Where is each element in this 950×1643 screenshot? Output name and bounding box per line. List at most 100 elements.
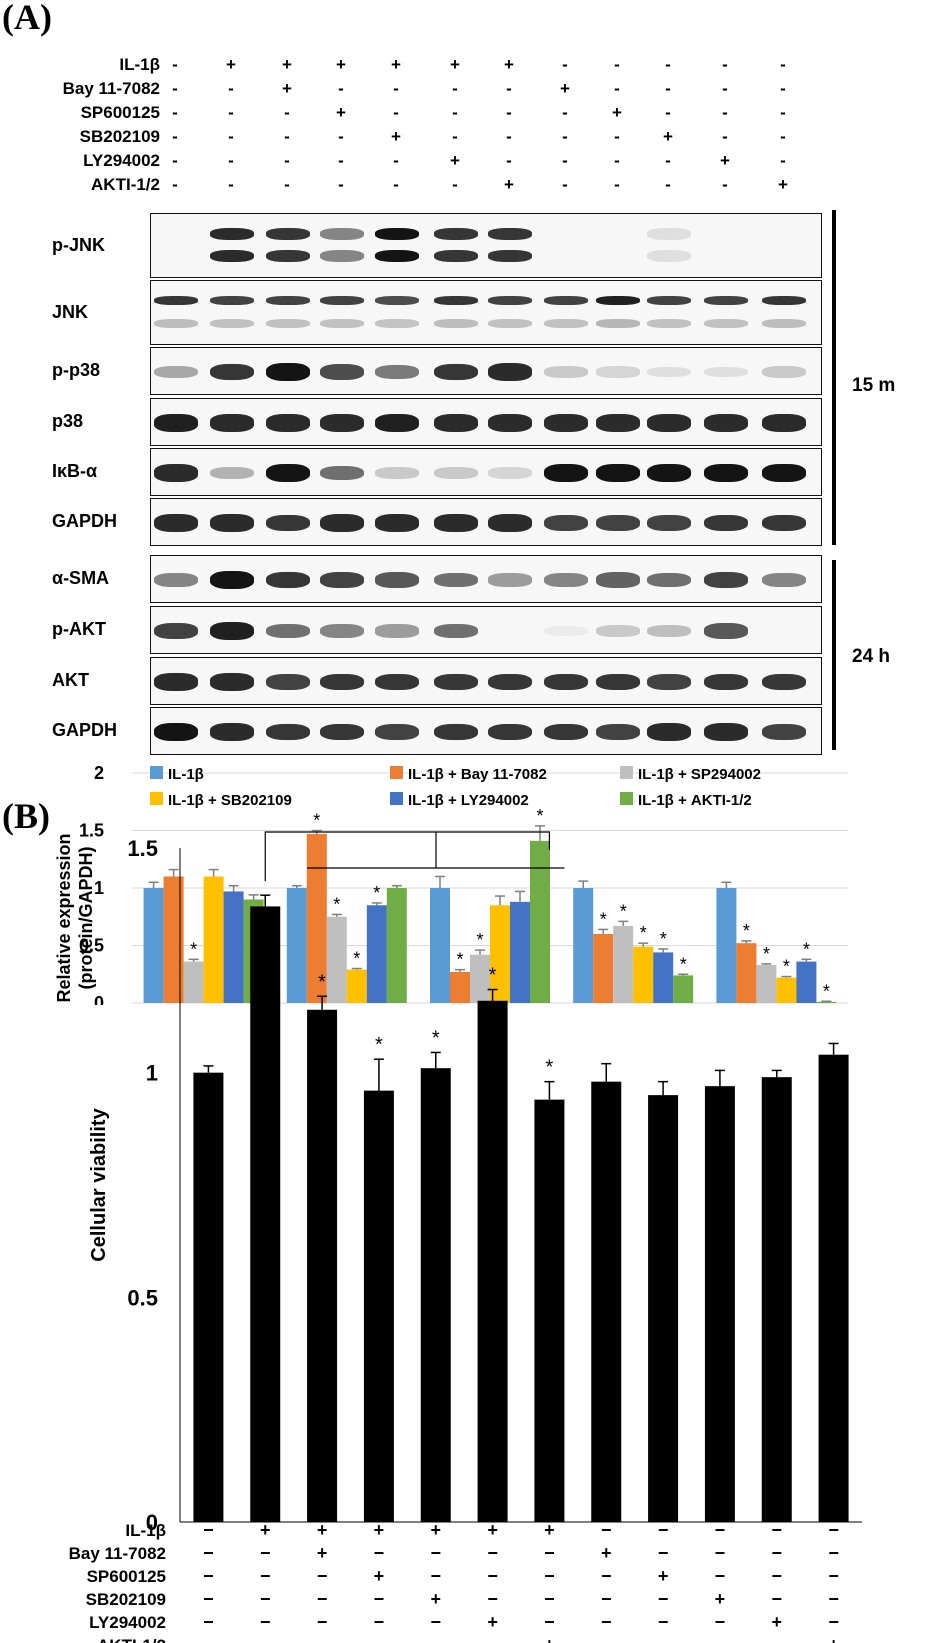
- minus-sign: -: [452, 79, 458, 98]
- minus-sign: -: [172, 103, 178, 122]
- blot-label: GAPDH: [52, 720, 118, 740]
- plus-sign: +: [504, 55, 514, 74]
- minus-sign: -: [338, 151, 344, 170]
- treatment-label: LY294002: [83, 151, 160, 170]
- legend-label: IL-1β + LY294002: [408, 792, 529, 809]
- blot-membrane: [150, 498, 822, 546]
- blot-label: α-SMA: [52, 568, 110, 588]
- blot-band: [647, 625, 691, 637]
- bar: [326, 916, 347, 1003]
- significance-asterisk: *: [680, 954, 687, 974]
- minus-sign: -: [722, 127, 728, 146]
- legend-swatch: [390, 792, 403, 805]
- treatment-label: IL-1β: [119, 55, 160, 74]
- significance-asterisk: *: [803, 939, 810, 959]
- blot-membrane: [150, 606, 822, 654]
- plus-sign: +: [391, 127, 401, 146]
- minus-sign: -: [665, 151, 671, 170]
- blot-band: [266, 464, 310, 482]
- y-axis-label-line: (protein/GAPDH): [76, 847, 96, 990]
- bar: [450, 971, 470, 1003]
- blot-band: [488, 363, 532, 381]
- bracket-15m: [832, 210, 836, 545]
- blot-band: [762, 673, 806, 691]
- minus-sign: −: [828, 1543, 839, 1563]
- plus-sign: +: [336, 103, 346, 122]
- blot-membrane: [150, 347, 822, 395]
- blot-band: [544, 573, 588, 587]
- blot-band: [704, 673, 748, 691]
- minus-sign: −: [203, 1589, 214, 1609]
- minus-sign: -: [665, 79, 671, 98]
- bar: [756, 965, 777, 1003]
- blot-band: [596, 464, 640, 482]
- blot-band: [544, 318, 588, 328]
- bar: [250, 906, 281, 1522]
- significance-asterisk: *: [373, 883, 380, 903]
- plus-sign: +: [715, 1589, 726, 1609]
- blot-band: [320, 227, 364, 240]
- significance-asterisk: *: [313, 811, 320, 831]
- y-tick-label: 0: [94, 993, 104, 1005]
- blot-band: [320, 723, 364, 741]
- plus-sign: +: [430, 1589, 441, 1609]
- blot-label: p-AKT: [52, 619, 106, 639]
- blot-band: [488, 573, 532, 587]
- blot-band: [762, 723, 806, 741]
- blot-band: [154, 622, 198, 640]
- minus-sign: -: [506, 103, 512, 122]
- blot-band: [154, 414, 198, 432]
- minus-sign: -: [562, 55, 568, 74]
- significance-asterisk: *: [600, 909, 607, 929]
- y-tick-label: 0: [146, 1510, 158, 1535]
- minus-sign: −: [544, 1543, 555, 1563]
- blot-membrane: [150, 213, 822, 278]
- blot-band: [210, 673, 254, 691]
- minus-sign: −: [828, 1520, 839, 1540]
- blot-band: [210, 466, 254, 480]
- bar: [510, 901, 530, 1003]
- blot-band: [544, 514, 588, 532]
- minus-sign: -: [562, 103, 568, 122]
- treatment-label: LY294002: [89, 1613, 166, 1632]
- minus-sign: -: [614, 55, 620, 74]
- blot-band: [266, 571, 310, 589]
- minus-sign: −: [658, 1520, 669, 1540]
- bar: [593, 934, 614, 1003]
- bar: [386, 888, 407, 1003]
- minus-sign: -: [614, 175, 620, 194]
- minus-sign: -: [722, 175, 728, 194]
- minus-sign: -: [562, 151, 568, 170]
- plus-sign: +: [317, 1520, 328, 1540]
- minus-sign: -: [338, 175, 344, 194]
- minus-sign: -: [780, 79, 786, 98]
- blot-band: [154, 365, 198, 379]
- plus-sign: +: [612, 103, 622, 122]
- time-label-24h: 24 h: [852, 646, 891, 667]
- bar: [704, 1086, 735, 1522]
- minus-sign: −: [601, 1520, 612, 1540]
- blot-band: [434, 296, 478, 305]
- blot-band: [596, 572, 640, 588]
- minus-sign: −: [203, 1543, 214, 1563]
- bar: [736, 943, 757, 1003]
- significance-asterisk: *: [456, 950, 463, 970]
- bar: [143, 888, 164, 1003]
- blot-band: [762, 514, 806, 532]
- blot-band: [762, 318, 806, 328]
- blot-band: [488, 723, 532, 741]
- minus-sign: -: [284, 127, 290, 146]
- minus-sign: −: [430, 1566, 441, 1586]
- treatment-label: IL-1β: [125, 1521, 166, 1540]
- blot-band: [596, 625, 640, 637]
- y-axis-label-line: Relative expression: [54, 833, 74, 1002]
- blot-band: [320, 571, 364, 589]
- blot-band: [154, 723, 198, 741]
- blot-band: [210, 227, 254, 240]
- minus-sign: -: [172, 175, 178, 194]
- blot-band: [704, 571, 748, 589]
- bar: [776, 977, 797, 1003]
- minus-sign: −: [658, 1589, 669, 1609]
- minus-sign: -: [722, 103, 728, 122]
- blot-band: [320, 465, 364, 481]
